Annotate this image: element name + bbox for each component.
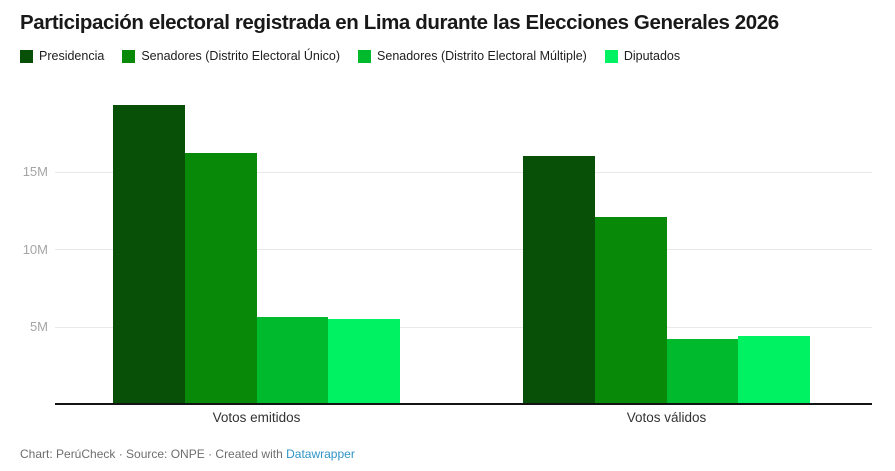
gridline-15M bbox=[55, 171, 872, 173]
datawrapper-link[interactable]: Datawrapper bbox=[286, 447, 355, 461]
y-axis-tick-label: 15M bbox=[22, 164, 48, 180]
footer-attribution: Chart: PerúCheck · Source: ONPE · Create… bbox=[20, 447, 355, 461]
legend-label: Diputados bbox=[623, 49, 681, 63]
bar-senadores-distrito-electoral-m-ltiple[interactable] bbox=[256, 317, 329, 404]
y-axis-tick-label: 10M bbox=[22, 241, 48, 257]
bar-senadores-distrito-electoral-nico[interactable] bbox=[594, 216, 667, 404]
x-axis-baseline bbox=[55, 403, 872, 405]
bar-diputados[interactable] bbox=[328, 318, 400, 404]
legend-swatch-icon bbox=[604, 49, 618, 63]
bar-senadores-distrito-electoral-m-ltiple[interactable] bbox=[666, 338, 739, 404]
category-label: Votos emitidos bbox=[212, 410, 301, 425]
legend-label: Senadores (Distrito Electoral Único) bbox=[141, 49, 341, 63]
bar-diputados[interactable] bbox=[738, 335, 810, 404]
legend-swatch-icon bbox=[20, 49, 33, 63]
legend-label: Senadores (Distrito Electoral Múltiple) bbox=[377, 49, 587, 63]
bar-presidencia[interactable] bbox=[523, 156, 595, 404]
bar-presidencia[interactable] bbox=[113, 105, 185, 404]
legend-item: Senadores (Distrito Electoral Único) bbox=[122, 49, 340, 63]
legend-swatch-icon bbox=[122, 49, 136, 63]
gridline-5M bbox=[55, 326, 872, 328]
legend-item: Presidencia bbox=[20, 49, 104, 63]
chart-title: Participación electoral registrada en Li… bbox=[20, 11, 779, 34]
legend: Presidencia Senadores (Distrito Electoral… bbox=[20, 49, 680, 63]
bar-senadores-distrito-electoral-nico[interactable] bbox=[184, 153, 257, 404]
legend-label: Presidencia bbox=[39, 49, 105, 63]
footer-text: Chart: PerúCheck · Source: ONPE · Create… bbox=[20, 447, 287, 461]
category-label: Votos válidos bbox=[626, 410, 707, 425]
y-axis-tick-label: 5M bbox=[29, 319, 48, 335]
legend-swatch-icon bbox=[358, 49, 372, 63]
gridline-10M bbox=[55, 249, 872, 251]
legend-item: Senadores (Distrito Electoral Múltiple) bbox=[358, 49, 587, 63]
legend-item: Diputados bbox=[604, 49, 681, 63]
